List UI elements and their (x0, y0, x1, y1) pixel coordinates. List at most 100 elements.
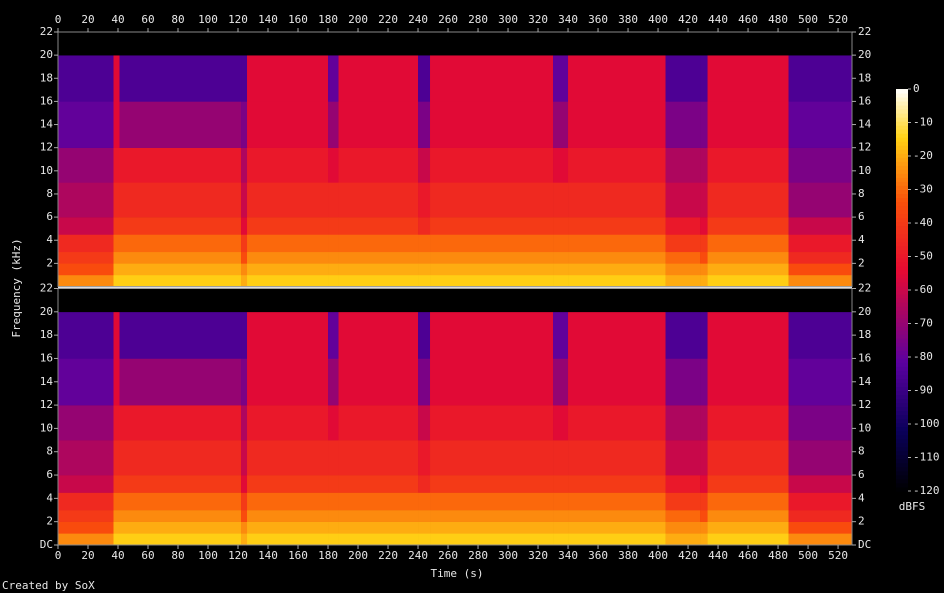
cell (119, 234, 242, 253)
cell (119, 358, 242, 406)
cell (338, 510, 419, 522)
colorbar-tick-label: 0 (913, 82, 920, 95)
colorbar-swatch (896, 322, 908, 327)
cell (58, 234, 114, 253)
cell (418, 55, 431, 102)
cell (568, 405, 666, 441)
y-tick-label: 14 (40, 118, 54, 131)
cell (568, 510, 666, 522)
colorbar-swatch (896, 290, 908, 295)
colorbar-swatch (896, 117, 908, 122)
cell (247, 101, 329, 148)
x-tick-label-top: 320 (528, 13, 548, 26)
colorbar-swatch (896, 265, 908, 271)
cell (418, 101, 431, 148)
cell (700, 182, 708, 218)
cell (113, 234, 120, 253)
x-tick-label: 440 (708, 549, 728, 562)
footer: Created by SoX (2, 579, 95, 592)
cell (700, 263, 708, 276)
y-tick-label-right: 10 (858, 421, 871, 434)
cell (553, 147, 569, 183)
cell (58, 521, 114, 534)
cell (707, 288, 789, 313)
cell (568, 311, 666, 359)
cell (700, 475, 708, 493)
cell (241, 533, 248, 546)
colorbar-swatch (896, 342, 908, 347)
cell (119, 533, 242, 546)
colorbar-swatch (896, 454, 908, 460)
cell (418, 147, 431, 183)
cell (430, 288, 554, 313)
colorbar-swatch (896, 125, 908, 130)
colorbar-swatch (896, 93, 908, 98)
cell (788, 288, 853, 313)
x-tick-label-top: 280 (468, 13, 488, 26)
colorbar-swatch (896, 394, 908, 400)
colorbar-swatch (896, 422, 908, 428)
cell (338, 217, 419, 235)
cell (58, 147, 114, 183)
y-tick-label: 12 (40, 141, 53, 154)
cell (58, 288, 114, 313)
cell (430, 521, 554, 534)
cell (247, 263, 329, 276)
cell (707, 263, 789, 276)
cell (430, 492, 554, 511)
cell (700, 274, 708, 287)
colorbar-swatch (896, 390, 908, 396)
colorbar-swatch (896, 133, 908, 138)
cell (58, 311, 114, 359)
cell (665, 251, 701, 264)
cell (700, 147, 708, 183)
x-tick-label-top: 80 (171, 13, 184, 26)
colorbar-tick-label: -120 (913, 484, 940, 497)
x-tick-label-top: 140 (258, 13, 278, 26)
cell (241, 55, 248, 102)
cell (430, 55, 554, 102)
colorbar-swatch (896, 438, 908, 444)
cell (788, 55, 853, 102)
cell (707, 440, 789, 476)
cell (553, 311, 569, 359)
colorbar-swatch (896, 245, 908, 251)
colorbar-swatch (896, 338, 908, 343)
cell (707, 533, 789, 546)
y-tick-label: 16 (40, 351, 53, 364)
y-tick-label-right: 22 (858, 282, 871, 295)
cell (568, 288, 666, 313)
cell (553, 217, 569, 235)
y-tick-label-right: 4 (858, 491, 865, 504)
cell (568, 147, 666, 183)
colorbar-tick-label: -50 (913, 250, 933, 263)
x-tick-label: 320 (528, 549, 548, 562)
cell (247, 475, 329, 493)
cell (700, 405, 708, 441)
cell (707, 182, 789, 218)
y-tick-label: 20 (40, 48, 53, 61)
cell (241, 510, 248, 522)
cell (665, 182, 701, 218)
cell (113, 274, 120, 287)
cell (665, 510, 701, 522)
colorbar-swatch (896, 370, 908, 375)
cell (119, 182, 242, 218)
y-tick-label: 8 (46, 445, 53, 458)
colorbar-tick-label: -30 (913, 183, 933, 196)
cell (328, 251, 339, 264)
cell (247, 311, 329, 359)
cell (241, 217, 248, 235)
cell (553, 234, 569, 253)
cell (328, 55, 339, 102)
cell (418, 510, 431, 522)
cell (700, 101, 708, 148)
cell (119, 510, 242, 522)
y-tick-label: 2 (46, 515, 53, 528)
colorbar-swatch (896, 161, 908, 166)
colorbar-swatch (896, 277, 908, 283)
x-tick-label: 160 (288, 549, 308, 562)
cell (113, 55, 120, 102)
cell (665, 492, 701, 511)
